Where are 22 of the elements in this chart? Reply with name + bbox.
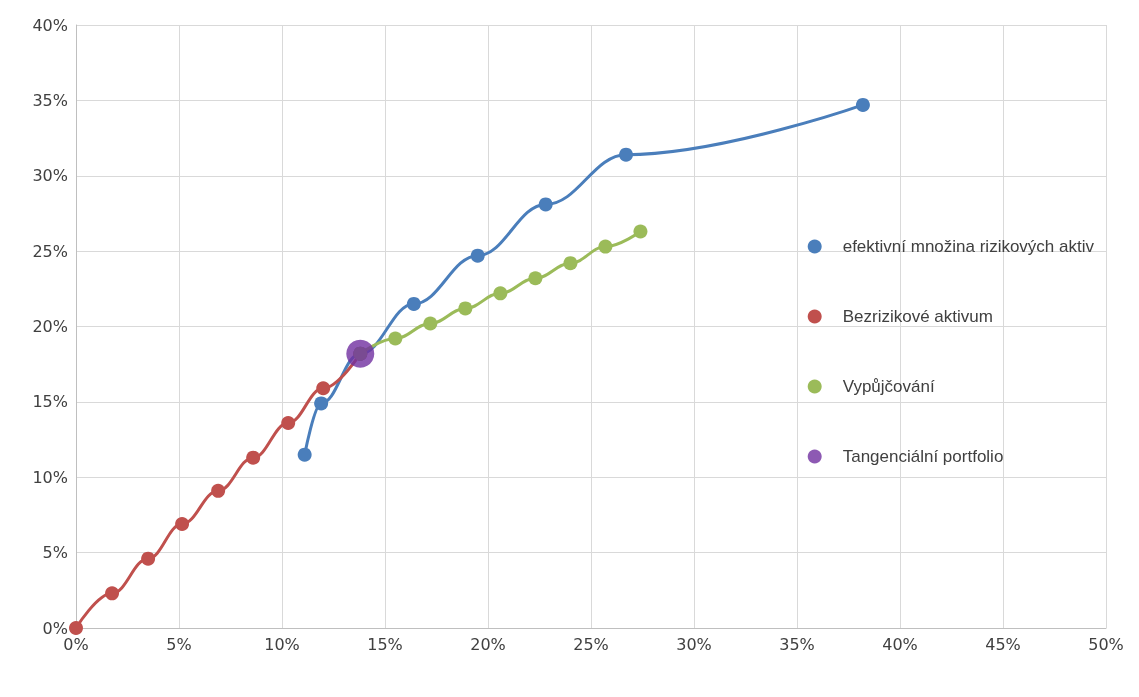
x-tick-label: 35%	[779, 634, 815, 654]
x-tick-label: 45%	[985, 634, 1021, 654]
x-tick-label: 10%	[264, 634, 300, 654]
y-tick-label: 25%	[32, 241, 68, 261]
y-tick-label: 5%	[42, 543, 68, 563]
legend-label: Tangenciální portfolio	[842, 447, 1004, 466]
x-tick-label: 40%	[882, 634, 918, 654]
x-tick-label: 15%	[367, 634, 403, 654]
y-tick-label: 10%	[32, 467, 68, 487]
y-tick-label: 30%	[32, 166, 68, 186]
x-tick-label: 5%	[166, 634, 192, 654]
x-tick-label: 25%	[573, 634, 609, 654]
y-tick-label: 20%	[32, 317, 68, 336]
y-tick-label: 40%	[32, 15, 68, 35]
x-tick-label: 30%	[676, 634, 712, 654]
y-tick-label: 15%	[32, 392, 68, 412]
x-tick-label: 20%	[470, 634, 506, 654]
y-tick-label: 35%	[32, 90, 68, 110]
legend-label: Vypůjčování	[842, 377, 935, 396]
legend-label: efektivní množina rizikových aktiv	[842, 237, 1095, 256]
legend-label: Bezrizikové aktivum	[842, 307, 993, 326]
x-tick-label: 50%	[1088, 634, 1124, 654]
